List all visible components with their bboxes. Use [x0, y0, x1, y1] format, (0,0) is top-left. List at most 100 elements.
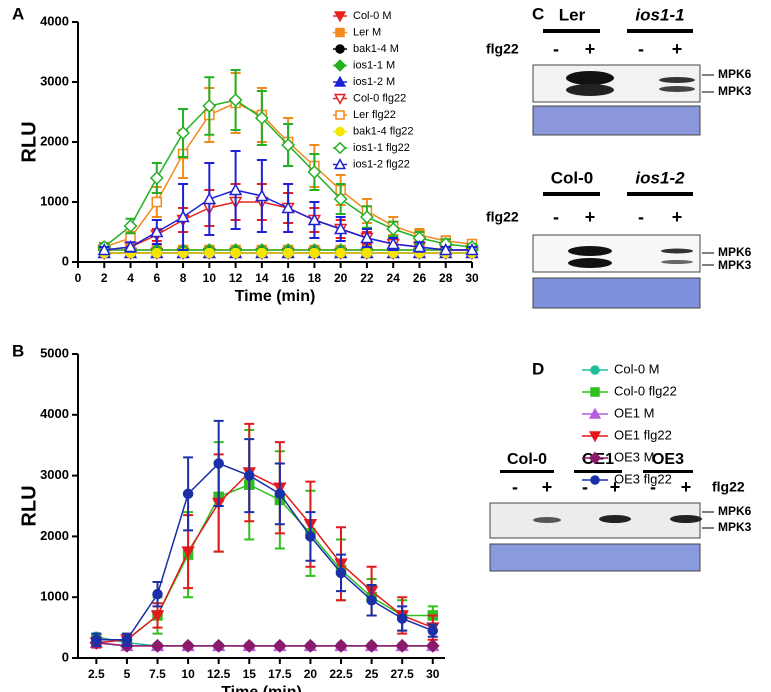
genotype: Col-0	[551, 168, 594, 187]
y-tick-label: 4000	[40, 13, 69, 28]
marker	[274, 488, 286, 500]
x-tick-label: 25	[365, 667, 379, 681]
x-tick-label: 10	[203, 271, 217, 285]
marker	[305, 531, 316, 542]
band	[533, 517, 561, 523]
legend-marker	[588, 407, 602, 419]
marker	[386, 237, 400, 250]
marker	[242, 638, 257, 653]
loading-control	[532, 277, 701, 309]
bracket	[543, 192, 600, 196]
marker	[412, 240, 427, 253]
lane: +	[610, 477, 621, 497]
x-tick-label: 22.5	[329, 667, 353, 681]
marker	[396, 613, 408, 624]
marker	[150, 638, 165, 653]
legend-marker	[333, 93, 347, 105]
y-tick-label: 5000	[40, 345, 69, 360]
marker	[97, 243, 111, 256]
legend-label: OE1 M	[614, 405, 654, 420]
band	[568, 258, 612, 268]
y-tick-label: 3000	[40, 467, 69, 482]
legend-label: Col-0 M	[353, 10, 392, 22]
panel-label: B	[12, 341, 24, 360]
bracket	[627, 29, 693, 33]
genotype: ios1-2	[635, 168, 685, 187]
legend-marker	[333, 158, 347, 170]
x-tick-label: 22	[360, 271, 374, 285]
lane: +	[585, 207, 596, 227]
marker	[366, 594, 377, 606]
marker	[425, 638, 440, 653]
marker	[361, 247, 373, 259]
panel-label: A	[12, 4, 24, 23]
lane: -	[638, 207, 644, 227]
genotype: Ler	[559, 5, 586, 24]
legend-marker	[333, 11, 347, 23]
band-label: MPK6	[718, 504, 752, 518]
y-tick-label: 4000	[40, 406, 69, 421]
marker	[256, 247, 268, 259]
marker	[150, 225, 164, 238]
marker	[228, 93, 243, 107]
marker	[281, 138, 296, 152]
x-tick-label: 5	[124, 667, 131, 681]
band-label: MPK3	[718, 84, 752, 98]
bracket	[643, 470, 693, 473]
marker	[151, 247, 163, 259]
lane: -	[553, 39, 559, 59]
legend-label: Ler flg22	[353, 109, 396, 121]
y-axis-title: RLU	[18, 121, 40, 162]
marker	[181, 638, 196, 653]
marker	[211, 638, 226, 653]
bracket	[543, 29, 600, 33]
marker	[386, 222, 401, 236]
legend-label: ios1-2 M	[353, 76, 395, 88]
y-axis-title: RLU	[18, 485, 40, 526]
marker	[427, 625, 439, 636]
lane: +	[542, 477, 553, 497]
marker	[182, 488, 194, 500]
x-tick-label: 10	[181, 667, 195, 681]
marker	[334, 222, 348, 235]
loading-control	[489, 543, 701, 572]
x-tick-label: 17.5	[268, 667, 292, 681]
legend-marker	[588, 451, 602, 465]
marker	[152, 588, 163, 600]
x-axis-title: Time (min)	[221, 684, 302, 692]
marker	[307, 213, 322, 226]
legend-label: bak1-4 flg22	[353, 125, 414, 137]
lane: -	[650, 477, 656, 497]
band	[659, 77, 695, 83]
genotype: Col-0	[507, 451, 547, 468]
x-tick-label: 0	[75, 271, 82, 285]
x-tick-label: 28	[439, 271, 453, 285]
band	[659, 86, 695, 92]
x-tick-label: 2	[101, 271, 108, 285]
marker	[123, 240, 138, 253]
band-label: MPK6	[718, 245, 752, 259]
legend-label: Col-0 flg22	[614, 383, 677, 398]
y-tick-label: 1000	[40, 589, 69, 604]
band-label: MPK6	[718, 67, 752, 81]
legend-marker	[588, 431, 602, 443]
legend-label: Col-0 flg22	[353, 92, 406, 104]
bracket	[627, 192, 693, 196]
marker	[150, 610, 165, 623]
lane: +	[672, 39, 683, 59]
marker	[364, 638, 379, 653]
marker	[254, 111, 269, 125]
marker	[228, 183, 243, 196]
legend-label: ios1-2 flg22	[353, 158, 410, 170]
legend-label: ios1-1 flg22	[353, 142, 410, 154]
y-tick-label: 3000	[40, 73, 69, 88]
treatment: flg22	[486, 209, 519, 225]
lane: +	[585, 39, 596, 59]
y-tick-label: 1000	[40, 193, 69, 208]
x-tick-label: 16	[281, 271, 295, 285]
legend-marker	[333, 75, 347, 87]
legend-label: Ler M	[353, 26, 381, 38]
marker	[176, 210, 190, 223]
marker	[335, 247, 346, 259]
legend-marker	[590, 365, 600, 375]
